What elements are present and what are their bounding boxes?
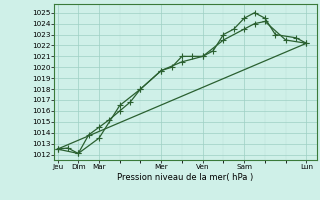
X-axis label: Pression niveau de la mer( hPa ): Pression niveau de la mer( hPa ) — [117, 173, 254, 182]
